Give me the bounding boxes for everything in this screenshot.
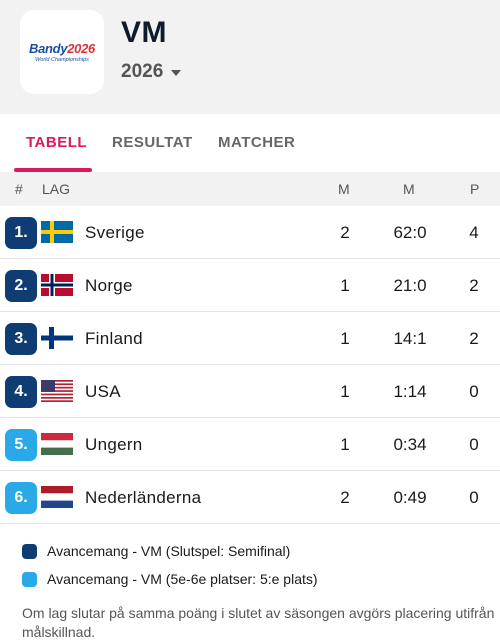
goal-ratio: 14:1 bbox=[393, 329, 427, 348]
table-row[interactable]: 2. Norge 1 21:0 2 bbox=[0, 259, 500, 312]
team-name: Norge bbox=[85, 276, 133, 295]
team-name: Ungern bbox=[85, 435, 143, 454]
header-col2: M bbox=[403, 181, 415, 197]
legend-label: Avancemang - VM (5e-6e platser: 5:e plat… bbox=[47, 571, 318, 587]
goal-ratio: 0:34 bbox=[393, 435, 427, 454]
goal-ratio: 21:0 bbox=[393, 276, 427, 295]
points: 4 bbox=[469, 223, 479, 242]
legend-item: Avancemang - VM (Slutspel: Semifinal) bbox=[0, 538, 500, 566]
rank-badge: 2. bbox=[5, 270, 37, 302]
tournament-logo: Bandy2026 World Championships bbox=[20, 10, 104, 94]
rank-badge: 3. bbox=[5, 323, 37, 355]
legend-label: Avancemang - VM (Slutspel: Semifinal) bbox=[47, 543, 291, 559]
tab-resultat[interactable]: RESULTAT bbox=[112, 134, 193, 151]
header: Bandy2026 World Championships VM 2026 bbox=[0, 0, 500, 114]
legend: Avancemang - VM (Slutspel: Semifinal) Av… bbox=[0, 538, 500, 594]
points: 0 bbox=[469, 435, 479, 454]
logo-wordmark: Bandy2026 bbox=[29, 41, 95, 56]
header-team: LAG bbox=[42, 181, 71, 197]
team-name: Sverige bbox=[85, 223, 145, 242]
table-row[interactable]: 1. Sverige 2 62:0 4 bbox=[0, 206, 500, 259]
tab-bar: TABELL RESULTAT MATCHER bbox=[0, 114, 500, 172]
points: 2 bbox=[469, 276, 479, 295]
table-header: # LAG M M P bbox=[0, 172, 500, 206]
season-selector[interactable]: 2026 bbox=[121, 61, 182, 83]
matches-played: 1 bbox=[340, 329, 350, 348]
norway-flag-icon bbox=[41, 274, 73, 296]
logo-subtitle: World Championships bbox=[35, 57, 89, 63]
tab-matcher[interactable]: MATCHER bbox=[218, 134, 296, 151]
matches-played: 1 bbox=[340, 435, 350, 454]
logo-year-text: 2026 bbox=[67, 41, 95, 56]
goal-ratio: 1:14 bbox=[393, 382, 427, 401]
rank-badge: 5. bbox=[5, 429, 37, 461]
logo-main-text: Bandy bbox=[29, 41, 68, 56]
legend-swatch bbox=[22, 544, 37, 559]
goal-ratio: 0:49 bbox=[393, 488, 427, 507]
tiebreak-note: Om lag slutar på samma poäng i slutet av… bbox=[22, 605, 495, 640]
legend-swatch bbox=[22, 572, 37, 587]
header-rank: # bbox=[15, 181, 23, 197]
matches-played: 1 bbox=[340, 276, 350, 295]
table-row[interactable]: 4. USA 1 1:14 0 bbox=[0, 365, 500, 418]
table-row[interactable]: 5. Ungern 1 0:34 0 bbox=[0, 418, 500, 471]
matches-played: 2 bbox=[340, 488, 350, 507]
goal-ratio: 62:0 bbox=[393, 223, 427, 242]
sweden-flag-icon bbox=[41, 221, 73, 243]
team-name: USA bbox=[85, 382, 121, 401]
tab-tabell[interactable]: TABELL bbox=[26, 134, 88, 151]
season-label: 2026 bbox=[121, 61, 164, 82]
finland-flag-icon bbox=[41, 327, 73, 349]
header-col1: M bbox=[338, 181, 350, 197]
team-name: Nederländerna bbox=[85, 488, 202, 507]
legend-item: Avancemang - VM (5e-6e platser: 5:e plat… bbox=[0, 566, 500, 594]
matches-played: 1 bbox=[340, 382, 350, 401]
rank-badge: 6. bbox=[5, 482, 37, 514]
hungary-flag-icon bbox=[41, 433, 73, 455]
standings-table: 1. Sverige 2 62:0 4 2. Norge 1 21:0 2 3.… bbox=[0, 206, 500, 524]
chevron-down-icon bbox=[171, 70, 182, 76]
points: 0 bbox=[469, 382, 479, 401]
team-name: Finland bbox=[85, 329, 143, 348]
header-col3: P bbox=[470, 181, 480, 197]
rank-badge: 4. bbox=[5, 376, 37, 408]
page-title: VM bbox=[121, 16, 167, 49]
usa-flag-icon bbox=[41, 380, 73, 402]
points: 2 bbox=[469, 329, 479, 348]
table-row[interactable]: 3. Finland 1 14:1 2 bbox=[0, 312, 500, 365]
matches-played: 2 bbox=[340, 223, 350, 242]
netherlands-flag-icon bbox=[41, 486, 73, 508]
points: 0 bbox=[469, 488, 479, 507]
active-tab-indicator bbox=[14, 168, 92, 172]
table-row[interactable]: 6. Nederländerna 2 0:49 0 bbox=[0, 471, 500, 524]
rank-badge: 1. bbox=[5, 217, 37, 249]
